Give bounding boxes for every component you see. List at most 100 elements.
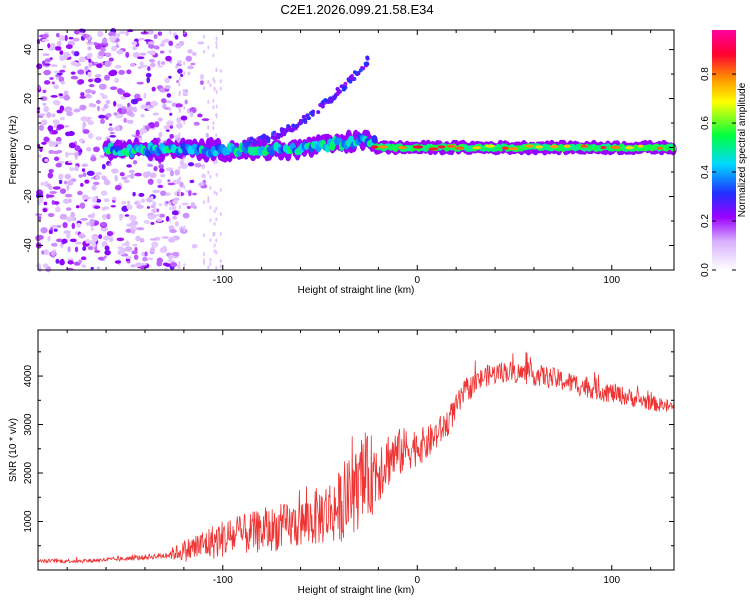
heatmap-cell: [116, 103, 123, 109]
heatmap-cell: [108, 57, 114, 62]
heatmap-cell: [132, 52, 141, 58]
heatmap-cell: [178, 191, 181, 196]
heatmap-cell: [215, 191, 218, 196]
heatmap-cell: [136, 81, 144, 85]
heatmap-cell: [109, 123, 113, 126]
heatmap-cell: [209, 83, 212, 88]
heatmap-cell: [103, 178, 109, 182]
figure-title: C2E1.2026.099.21.58.E34: [280, 2, 433, 17]
heatmap-cell: [157, 117, 163, 122]
heatmap-cell: [215, 133, 218, 138]
heatmap-cell: [146, 206, 150, 209]
heatmap-cell: [46, 111, 52, 119]
heatmap-cell: [114, 78, 120, 84]
heatmap-cell: [48, 168, 54, 174]
heatmap-cell: [309, 111, 314, 116]
heatmap-cell: [37, 197, 44, 203]
heatmap-cell: [286, 124, 291, 129]
heatmap-cell: [133, 135, 142, 139]
heatmap-cell: [356, 71, 361, 76]
heatmap-cell: [203, 86, 206, 91]
heatmap-cell: [219, 79, 222, 84]
heatmap-cell: [371, 135, 378, 144]
heatmap-cell: [64, 151, 69, 158]
heatmap-cell: [563, 144, 571, 148]
heatmap-cell: [66, 207, 72, 211]
heatmap-cell: [215, 217, 218, 222]
heatmap-cell: [35, 213, 43, 216]
heatmap-cell: [150, 195, 154, 201]
heatmap-cell: [154, 121, 160, 128]
heatmap-cell: [64, 193, 73, 198]
heatmap-cell: [43, 201, 48, 206]
heatmap-cell: [193, 121, 200, 126]
heatmap-cell: [163, 125, 170, 130]
snr-ylabel: SNR (10 * v/v): [8, 418, 19, 482]
heatmap-cell: [166, 120, 174, 127]
heatmap-cell: [56, 124, 65, 130]
heatmap-cell: [341, 84, 346, 89]
heatmap-cell: [89, 218, 95, 225]
heatmap-cell: [207, 265, 210, 270]
heatmap-cell: [149, 238, 158, 241]
heatmap-cell: [197, 41, 205, 45]
heatmap-cell: [41, 141, 47, 145]
heatmap-cell: [111, 168, 119, 174]
heatmap-cell: [150, 100, 158, 107]
heatmap-cell: [53, 84, 59, 90]
heatmap-cell: [43, 80, 51, 85]
heatmap-cell: [163, 38, 170, 43]
heatmap-cell: [209, 205, 212, 210]
heatmap-cell: [302, 118, 307, 123]
heatmap-cell: [49, 77, 54, 80]
heatmap-cell: [64, 131, 72, 137]
heatmap-cell: [183, 263, 186, 268]
heatmap-cell: [82, 172, 87, 177]
heatmap-cell: [114, 174, 118, 182]
heatmap-cell: [108, 31, 116, 37]
heatmap-cell: [80, 182, 84, 187]
heatmap-cell: [69, 238, 77, 243]
heatmap-cell: [129, 63, 136, 68]
heatmap-cell: [77, 69, 85, 75]
heatmap-cell: [106, 231, 114, 237]
heatmap-cell: [272, 136, 277, 141]
heatmap-cell: [219, 187, 222, 192]
heatmap-cell: [68, 160, 72, 164]
heatmap-cell: [36, 263, 41, 269]
heatmap-cell: [178, 92, 181, 97]
heatmap-cell: [203, 163, 206, 168]
heatmap-cell: [343, 81, 348, 86]
heatmap-cell: [97, 256, 105, 261]
heatmap-cell: [84, 65, 89, 72]
heatmap-cell: [67, 152, 75, 156]
heatmap-cell: [192, 192, 197, 196]
heatmap-cell: [96, 266, 101, 270]
heatmap-cell: [85, 93, 91, 99]
heatmap-cell: [100, 47, 106, 52]
heatmap-cell: [121, 201, 127, 205]
heatmap-cell: [656, 146, 663, 150]
heatmap-cell: [600, 145, 607, 150]
heatmap-cell: [446, 144, 456, 148]
heatmap-cell: [149, 246, 156, 254]
heatmap-cell: [148, 44, 155, 49]
heatmap-cell: [91, 212, 95, 219]
heatmap-cell: [187, 65, 194, 70]
heatmap-cell: [103, 198, 110, 203]
heatmap-cell: [329, 98, 334, 103]
spectrogram-panel: -100 0 100 -40 -20 0 20 40 Height of straight l…: [8, 28, 677, 296]
heatmap-cell: [62, 221, 68, 229]
heatmap-cell: [81, 194, 89, 200]
heatmap-cell: [43, 69, 51, 76]
heatmap-cell: [47, 43, 51, 49]
heatmap-cell: [171, 102, 177, 107]
heatmap-cell: [215, 36, 218, 41]
heatmap-cell: [203, 34, 206, 39]
heatmap-cell: [109, 131, 115, 135]
heatmap-cell: [79, 104, 87, 111]
heatmap-cell: [139, 238, 145, 243]
heatmap-cell: [171, 210, 180, 216]
heatmap-cell: [172, 215, 178, 220]
